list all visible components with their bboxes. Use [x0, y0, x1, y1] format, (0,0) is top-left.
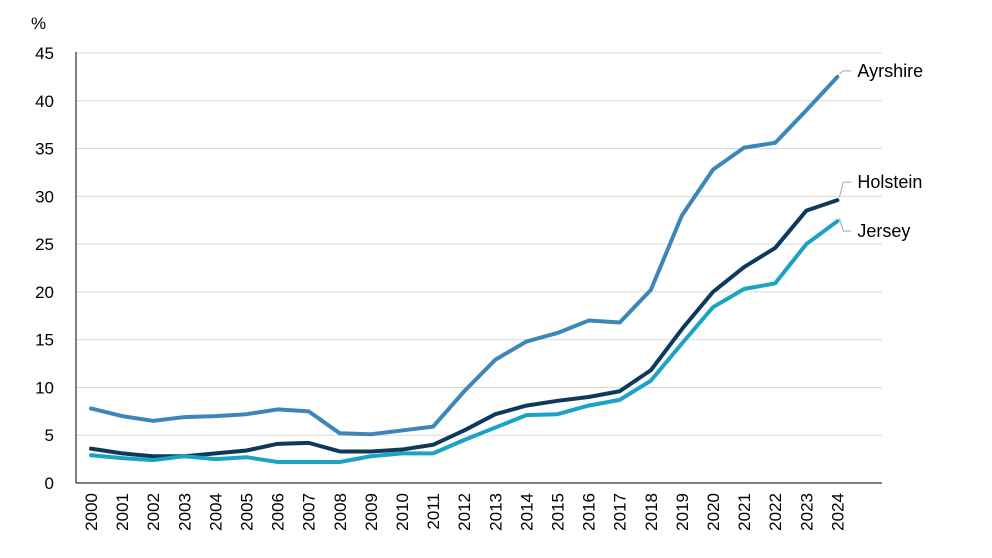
y-axis-tick-labels: 0 5 10 15 20 25 30 35 40 45	[35, 44, 54, 493]
series-lines	[89, 74, 840, 464]
leader-line-ayrshire	[839, 70, 852, 75]
x-tick-label: 2024	[828, 493, 847, 531]
x-tick-label: 2008	[331, 493, 350, 531]
x-tick-label: 2002	[144, 493, 163, 531]
x-tick-label: 2022	[766, 493, 785, 531]
x-tick-label: 2010	[393, 493, 412, 531]
series-labels: Ayrshire Holstein Jersey	[838, 61, 923, 241]
y-tick-label: 30	[35, 187, 54, 206]
x-tick-label: 2001	[113, 493, 132, 531]
y-tick-label: 25	[35, 235, 54, 254]
leader-line-jersey	[838, 218, 852, 232]
series-label-holstein: Holstein	[857, 172, 922, 192]
series-line-jersey	[89, 219, 840, 464]
gridlines	[76, 52, 882, 436]
y-tick-label: 35	[35, 140, 54, 159]
axes	[75, 52, 882, 484]
y-tick-label: 10	[35, 378, 54, 397]
x-tick-label: 2000	[82, 493, 101, 531]
x-tick-label: 2016	[580, 493, 599, 531]
x-tick-label: 2013	[486, 493, 505, 531]
x-tick-label: 2004	[206, 493, 225, 531]
x-tick-label: 2017	[611, 493, 630, 531]
x-tick-label: 2019	[673, 493, 692, 531]
y-tick-label: 40	[35, 92, 54, 111]
y-tick-label: 0	[45, 474, 54, 493]
x-tick-label: 2021	[735, 493, 754, 531]
x-tick-label: 2012	[455, 493, 474, 531]
x-tick-label: 2005	[238, 493, 257, 531]
y-tick-label: 45	[35, 44, 54, 63]
x-axis-tick-labels: 2000 2001 2002 2003 2004 2005 2006 2007 2008 2009…	[82, 493, 847, 531]
x-tick-label: 2018	[642, 493, 661, 531]
series-line-ayrshire	[89, 74, 840, 437]
y-tick-label: 20	[35, 283, 54, 302]
x-tick-label: 2014	[517, 493, 536, 531]
leader-line-holstein	[838, 181, 852, 198]
y-axis-unit-label: %	[31, 14, 46, 33]
x-tick-label: 2015	[549, 493, 568, 531]
x-tick-label: 2011	[424, 493, 443, 530]
y-tick-label: 5	[45, 426, 54, 445]
x-tick-label: 2009	[362, 493, 381, 531]
y-tick-label: 15	[35, 331, 54, 350]
x-tick-label: 2006	[269, 493, 288, 531]
x-tick-label: 2007	[300, 493, 319, 531]
series-label-jersey: Jersey	[857, 221, 910, 241]
x-tick-label: 2020	[704, 493, 723, 531]
series-label-ayrshire: Ayrshire	[857, 61, 923, 81]
x-tick-label: 2003	[175, 493, 194, 531]
x-tick-label: 2023	[797, 493, 816, 531]
